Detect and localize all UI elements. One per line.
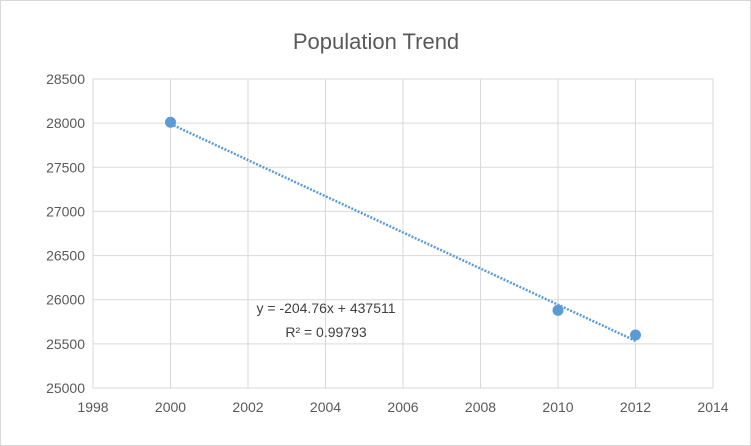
y-tick-label: 28500	[46, 71, 85, 87]
x-tick-label: 2014	[697, 399, 728, 415]
x-tick-label: 2004	[310, 399, 341, 415]
data-points	[165, 116, 641, 341]
y-tick-label: 27500	[46, 159, 85, 175]
x-tick-label: 2002	[232, 399, 263, 415]
y-tick-label: 28000	[46, 115, 85, 131]
x-tick-label: 2008	[465, 399, 496, 415]
data-point	[165, 116, 176, 128]
x-tick-label: 2010	[542, 399, 573, 415]
y-tick-label: 26500	[46, 248, 85, 264]
trendline-r-squared: R² = 0.99793	[285, 324, 367, 340]
trendline	[169, 122, 637, 342]
y-tick-label: 26000	[46, 292, 85, 308]
chart-title: Population Trend	[293, 29, 459, 54]
data-point	[630, 329, 641, 341]
data-point	[552, 304, 564, 316]
x-tick-label: 2000	[155, 399, 186, 415]
trendline-equation: y = -204.76x + 437511	[256, 300, 395, 316]
y-tick-label: 25000	[46, 380, 85, 396]
x-tick-label: 2012	[620, 399, 651, 415]
tick-labels: 25000 25500 26000 26500 27000 27500 28000 28500…	[46, 71, 729, 415]
y-tick-label: 25500	[46, 336, 85, 352]
x-tick-label: 2006	[387, 399, 418, 415]
x-tick-label: 1998	[77, 399, 108, 415]
trendline-layer	[169, 122, 637, 342]
y-tick-label: 27000	[46, 203, 85, 219]
